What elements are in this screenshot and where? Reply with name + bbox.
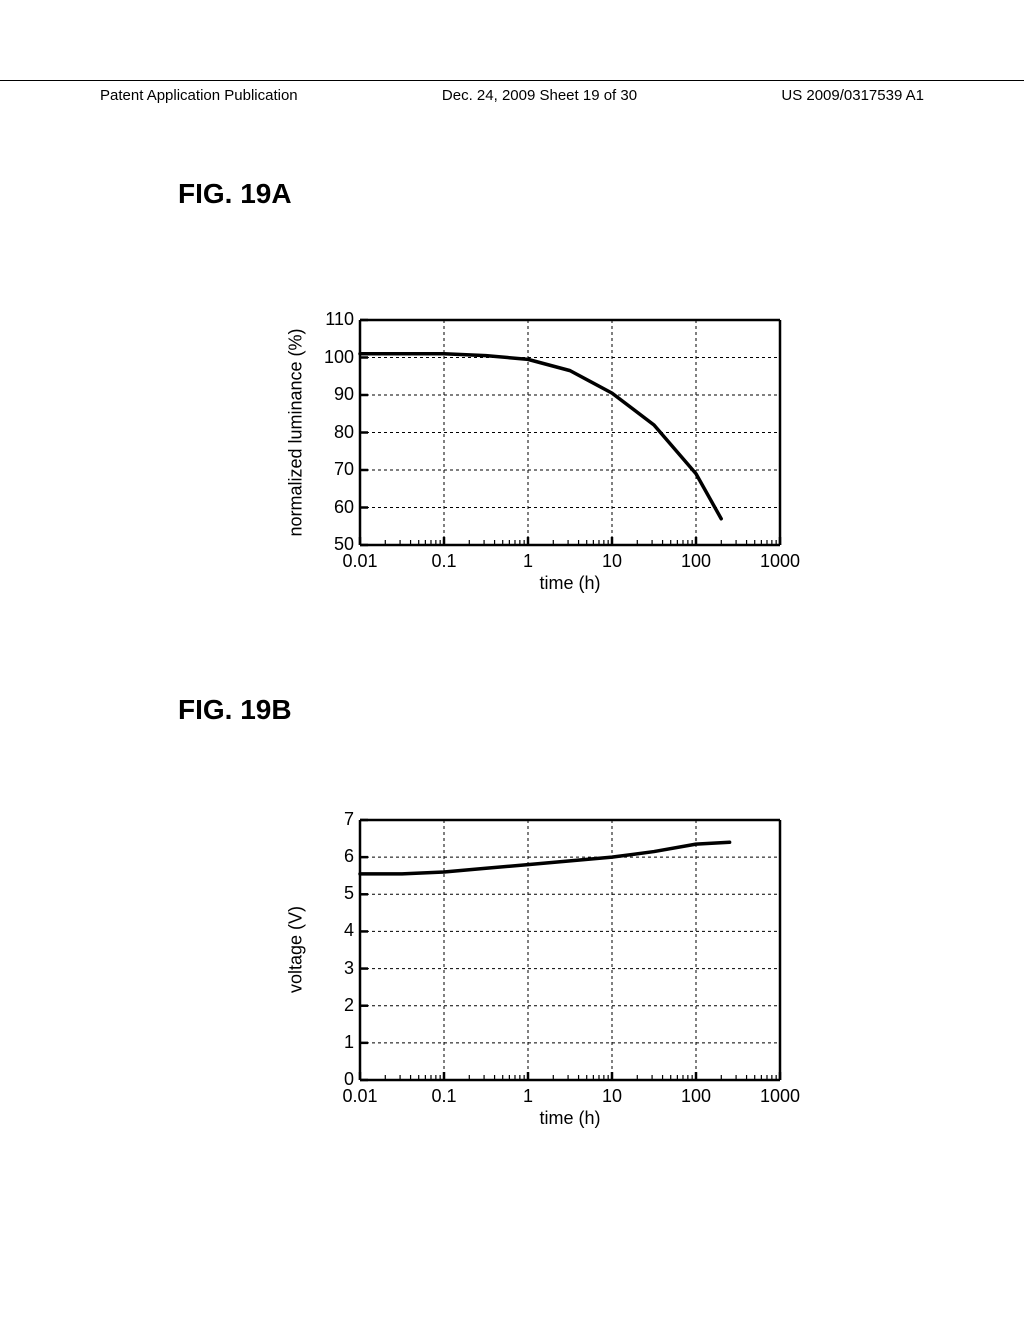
y-tick-label: 6 bbox=[316, 846, 354, 867]
y-tick-label: 5 bbox=[316, 883, 354, 904]
x-tick-label: 100 bbox=[674, 551, 718, 572]
y-tick-label: 100 bbox=[316, 347, 354, 368]
y-tick-label: 90 bbox=[316, 384, 354, 405]
header-left: Patent Application Publication bbox=[100, 87, 298, 104]
y-axis-label: voltage (V) bbox=[286, 830, 307, 1070]
y-axis-label: normalized luminance (%) bbox=[286, 312, 307, 552]
y-tick-label: 50 bbox=[316, 534, 354, 555]
x-tick-label: 10 bbox=[590, 551, 634, 572]
patent-header: Patent Application Publication Dec. 24, … bbox=[0, 80, 1024, 104]
y-tick-label: 80 bbox=[316, 422, 354, 443]
y-tick-label: 4 bbox=[316, 920, 354, 941]
x-tick-label: 10 bbox=[590, 1086, 634, 1107]
x-tick-label: 0.1 bbox=[422, 1086, 466, 1107]
x-tick-label: 1000 bbox=[758, 551, 802, 572]
chart-19b: 0.010.1110100100001234567time (h)voltage… bbox=[280, 810, 820, 1130]
x-tick-label: 1 bbox=[506, 551, 550, 572]
y-tick-label: 1 bbox=[316, 1032, 354, 1053]
x-tick-label: 100 bbox=[674, 1086, 718, 1107]
y-tick-label: 70 bbox=[316, 459, 354, 480]
x-tick-label: 0.1 bbox=[422, 551, 466, 572]
y-tick-label: 7 bbox=[316, 809, 354, 830]
x-tick-label: 1000 bbox=[758, 1086, 802, 1107]
chart-19a: 0.010.111010010005060708090100110time (h… bbox=[280, 310, 820, 610]
y-tick-label: 110 bbox=[316, 309, 354, 330]
y-tick-label: 3 bbox=[316, 958, 354, 979]
y-tick-label: 2 bbox=[316, 995, 354, 1016]
header-center: Dec. 24, 2009 Sheet 19 of 30 bbox=[442, 87, 637, 104]
figure-label-19b: FIG. 19B bbox=[178, 694, 292, 726]
header-right: US 2009/0317539 A1 bbox=[781, 87, 924, 104]
y-tick-label: 0 bbox=[316, 1069, 354, 1090]
x-axis-label: time (h) bbox=[360, 573, 780, 594]
x-tick-label: 1 bbox=[506, 1086, 550, 1107]
figure-label-19a: FIG. 19A bbox=[178, 178, 292, 210]
y-tick-label: 60 bbox=[316, 497, 354, 518]
x-axis-label: time (h) bbox=[360, 1108, 780, 1129]
